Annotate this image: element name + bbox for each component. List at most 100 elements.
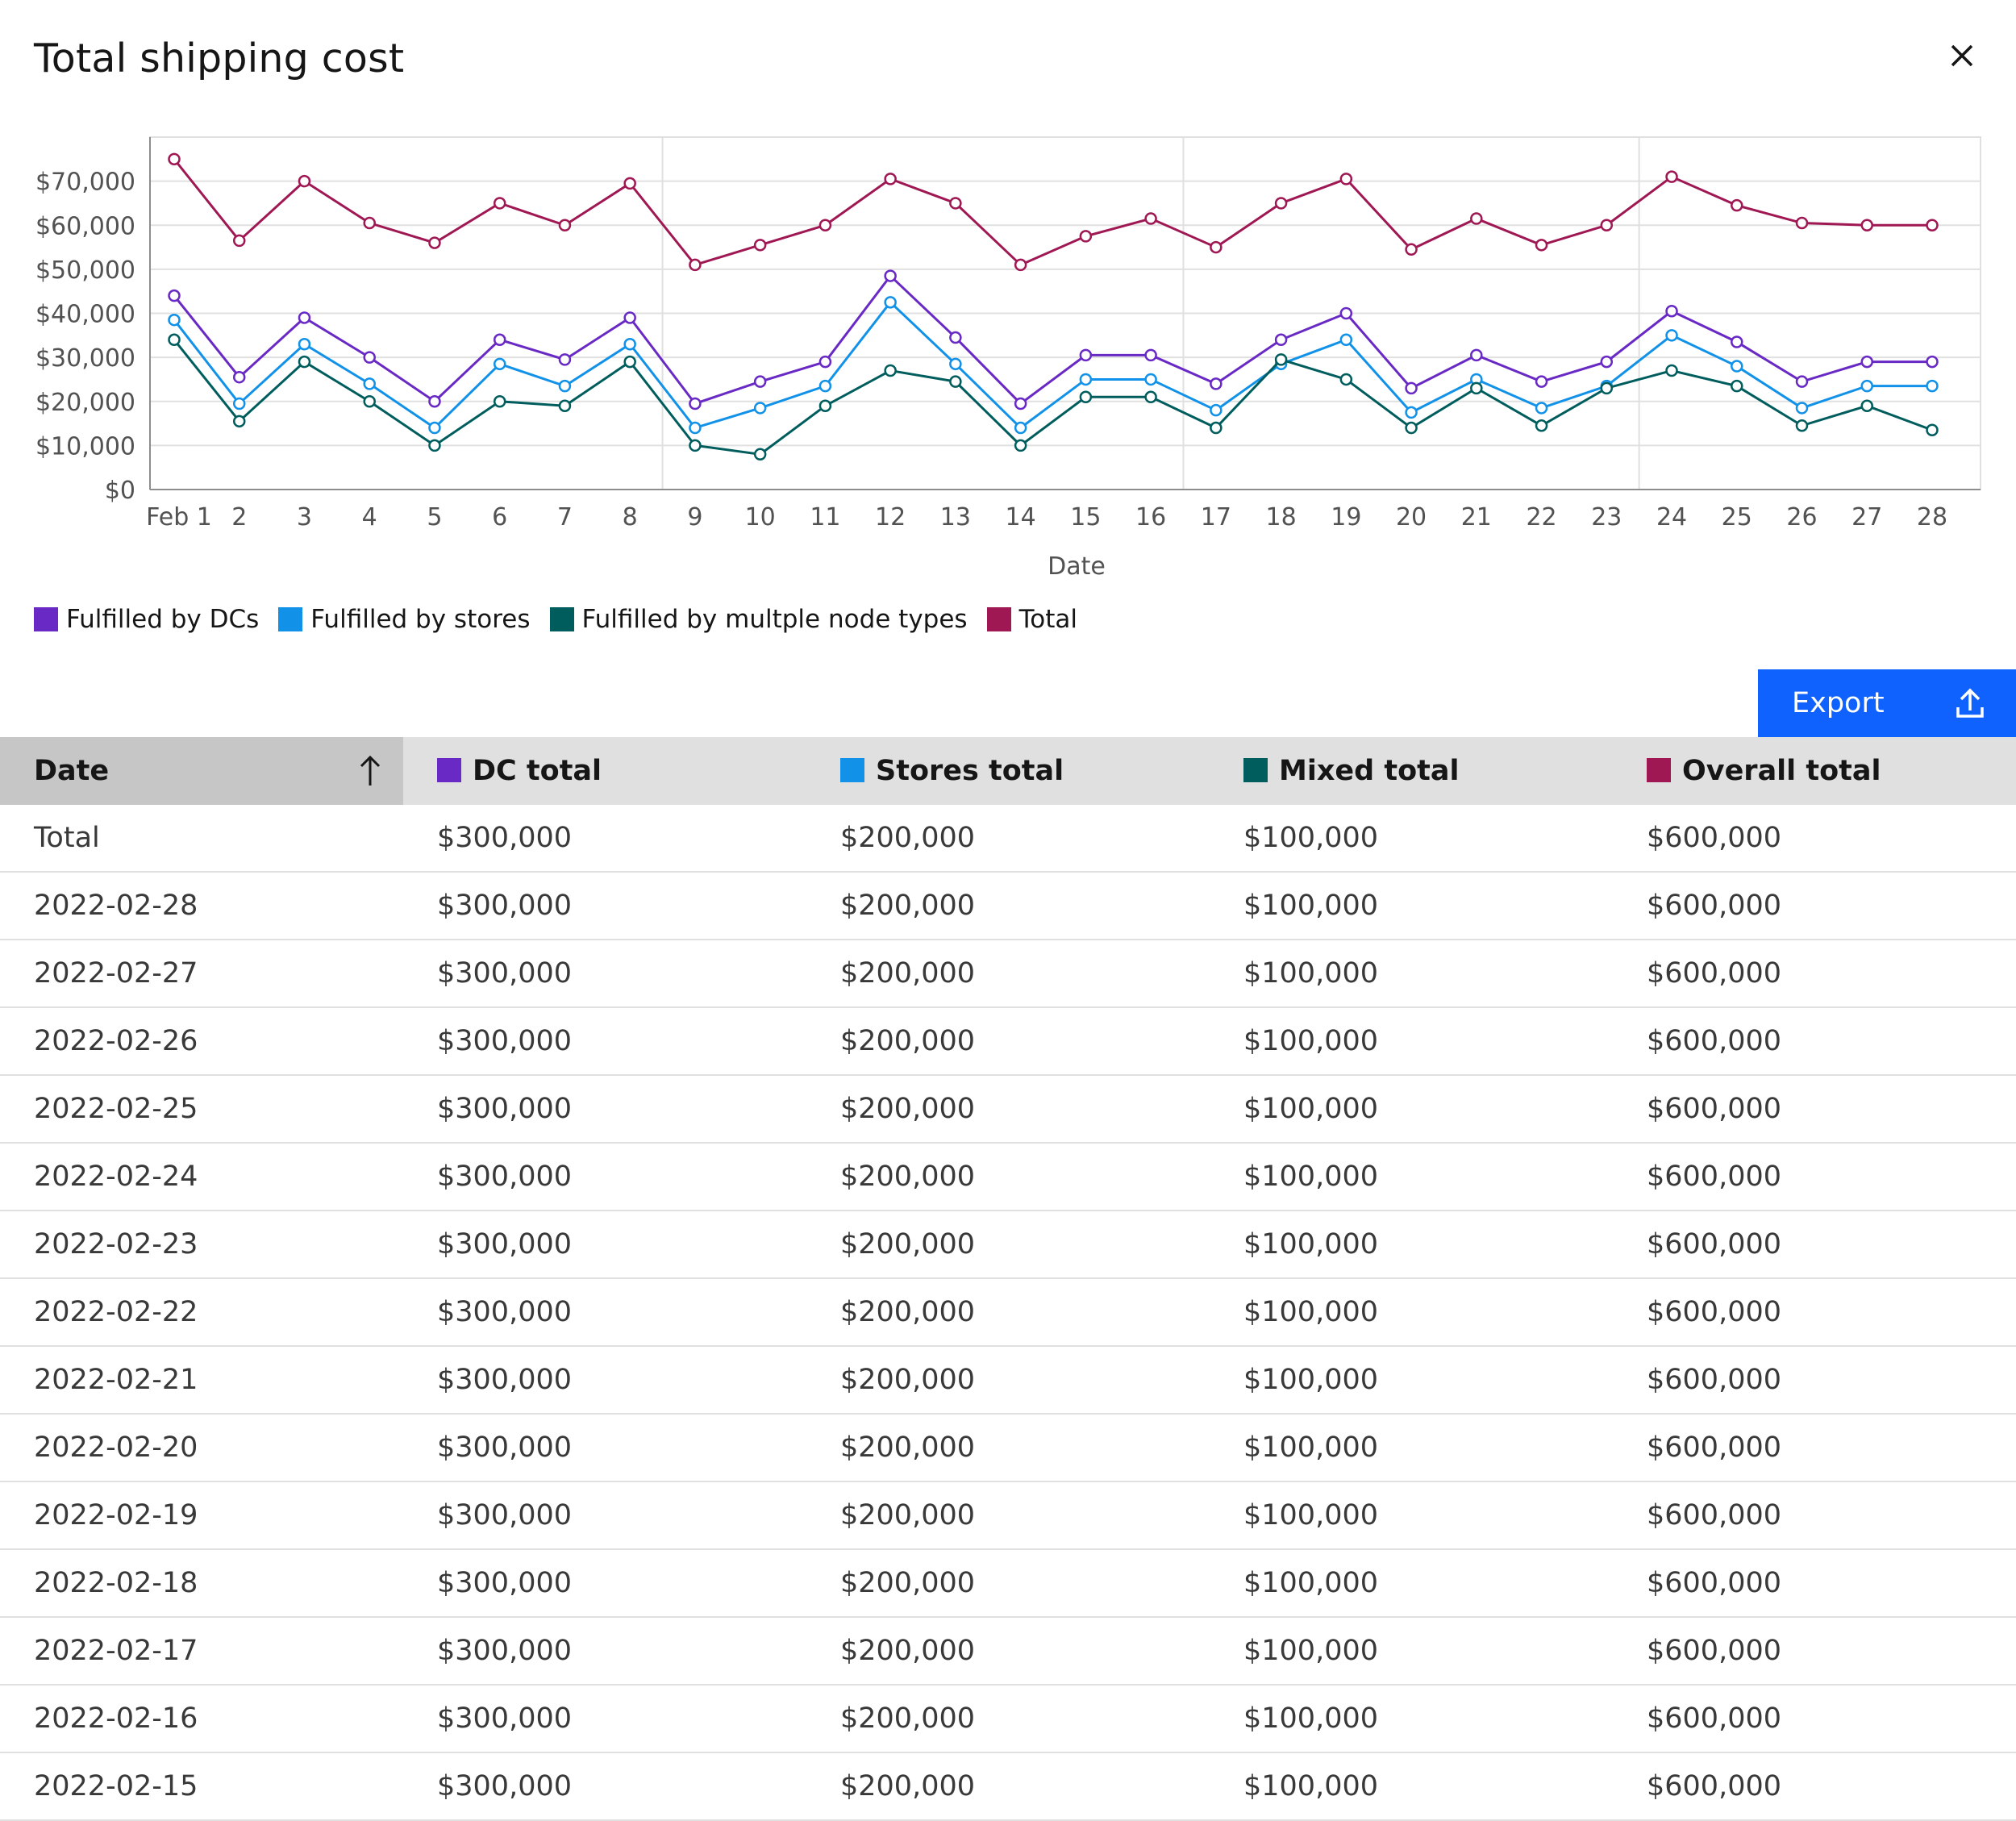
data-point xyxy=(1079,373,1093,386)
table-cell: $100,000 xyxy=(1210,1549,1613,1618)
table-cell: $100,000 xyxy=(1210,1481,1613,1550)
data-point xyxy=(1665,329,1678,342)
data-point xyxy=(1405,406,1418,419)
data-point xyxy=(493,333,506,347)
table-cell: 2022-02-18 xyxy=(0,1549,403,1618)
legend-swatch xyxy=(549,607,574,631)
table-row: 2022-02-28 $300,000 $200,000 $100,000 $600,0… xyxy=(0,872,2016,940)
column-header-overall-total[interactable]: Overall total xyxy=(1613,737,2016,805)
table-cell: 2022-02-26 xyxy=(0,1007,403,1076)
x-tick-label: 13 xyxy=(940,503,971,531)
data-point xyxy=(1274,353,1288,366)
data-point xyxy=(689,439,702,452)
table-cell: 2022-02-24 xyxy=(0,1143,403,1211)
column-header-date[interactable]: Date xyxy=(0,737,403,805)
data-point xyxy=(1795,402,1809,415)
table-cell: $200,000 xyxy=(806,1007,1210,1076)
data-point xyxy=(949,197,962,210)
x-tick-label: 5 xyxy=(427,503,442,531)
close-button[interactable] xyxy=(1939,32,1985,79)
data-point xyxy=(623,311,636,324)
x-tick-label: 19 xyxy=(1331,503,1361,531)
data-point xyxy=(753,448,767,461)
table-cell: $200,000 xyxy=(806,805,1210,873)
data-point xyxy=(363,395,376,408)
table-cell: $100,000 xyxy=(1210,1346,1613,1415)
legend-swatch xyxy=(34,607,58,631)
table-header-row: Date DC total Stores total Mixed total Overa… xyxy=(0,737,2016,805)
data-point xyxy=(558,353,572,366)
column-swatch xyxy=(437,758,461,782)
y-tick-label: $50,000 xyxy=(35,256,135,285)
data-point xyxy=(1665,170,1678,183)
table-row: 2022-02-21 $300,000 $200,000 $100,000 $600,0… xyxy=(0,1346,2016,1415)
data-point xyxy=(1665,364,1678,377)
column-header-mixed-total[interactable]: Mixed total xyxy=(1210,737,1613,805)
x-tick-label: 23 xyxy=(1591,503,1622,531)
data-point xyxy=(1731,198,1743,212)
table-row: 2022-02-25 $300,000 $200,000 $100,000 $600,0… xyxy=(0,1075,2016,1144)
data-point xyxy=(363,216,376,230)
data-point xyxy=(1470,348,1483,362)
data-point xyxy=(298,311,311,324)
table-row: 2022-02-15 $300,000 $200,000 $100,000 $600,0… xyxy=(0,1752,2016,1821)
arrow-up-icon[interactable] xyxy=(358,755,382,787)
column-header-stores-total[interactable]: Stores total xyxy=(806,737,1210,805)
table-cell: $200,000 xyxy=(806,1346,1210,1415)
data-point xyxy=(1014,258,1027,272)
y-tick-label: $60,000 xyxy=(35,212,135,240)
table-cell: $100,000 xyxy=(1210,1278,1613,1347)
series-line-1 xyxy=(173,300,1932,430)
table-cell: $100,000 xyxy=(1210,940,1613,1008)
data-point xyxy=(168,152,181,166)
data-point xyxy=(1795,216,1809,230)
x-tick-label: 15 xyxy=(1070,503,1101,531)
data-point xyxy=(1926,219,1939,231)
x-tick-label: 10 xyxy=(745,503,776,531)
data-point xyxy=(1860,355,1874,369)
data-point xyxy=(1079,390,1093,404)
table-cell: 2022-02-20 xyxy=(0,1414,403,1482)
data-point xyxy=(1405,381,1418,395)
data-point xyxy=(363,351,376,364)
table-cell: $200,000 xyxy=(806,1278,1210,1347)
export-label: Export xyxy=(1792,687,1885,719)
table-row: 2022-02-26 $300,000 $200,000 $100,000 $600,0… xyxy=(0,1007,2016,1076)
table-cell: $200,000 xyxy=(806,1075,1210,1144)
data-point xyxy=(1926,423,1939,437)
line-chart: $0 $10,000 $20,000 $30,000 $40,000 $50,000 $60… xyxy=(35,136,1981,581)
data-point xyxy=(363,377,376,390)
table-cell: $100,000 xyxy=(1210,1685,1613,1753)
data-point xyxy=(558,399,572,412)
y-tick-label: $0 xyxy=(105,477,135,505)
table-cell: $300,000 xyxy=(403,1278,806,1347)
table-row: 2022-02-16 $300,000 $200,000 $100,000 $600,0… xyxy=(0,1685,2016,1753)
table-cell: 2022-02-22 xyxy=(0,1278,403,1347)
data-point xyxy=(689,258,702,272)
data-point xyxy=(1144,373,1157,386)
data-table: Date DC total Stores total Mixed total Overa… xyxy=(0,737,2016,1821)
table-cell: 2022-02-15 xyxy=(0,1752,403,1821)
series-line-3 xyxy=(173,158,1932,267)
table-row: 2022-02-22 $300,000 $200,000 $100,000 $600,0… xyxy=(0,1278,2016,1347)
column-label: DC total xyxy=(473,755,602,787)
table-cell: $100,000 xyxy=(1210,1617,1613,1686)
table-cell: $200,000 xyxy=(806,1549,1210,1618)
table-cell: $600,000 xyxy=(1613,1481,2016,1550)
data-point xyxy=(818,379,832,393)
data-point xyxy=(1535,419,1548,432)
y-tick-label: $30,000 xyxy=(35,344,135,373)
table-cell: $200,000 xyxy=(806,1211,1210,1279)
export-button[interactable]: Export xyxy=(1758,669,2016,737)
data-point xyxy=(298,337,311,351)
column-header-dc-total[interactable]: DC total xyxy=(403,737,806,805)
x-tick-label: 12 xyxy=(875,503,906,531)
data-point xyxy=(623,337,636,351)
table-cell: $600,000 xyxy=(1613,1211,2016,1279)
data-point xyxy=(1339,173,1353,185)
data-point xyxy=(493,197,506,210)
x-tick-label: 16 xyxy=(1135,503,1166,531)
x-tick-label: Feb 1 xyxy=(146,503,212,531)
table-cell: $100,000 xyxy=(1210,872,1613,940)
data-point xyxy=(884,364,897,377)
